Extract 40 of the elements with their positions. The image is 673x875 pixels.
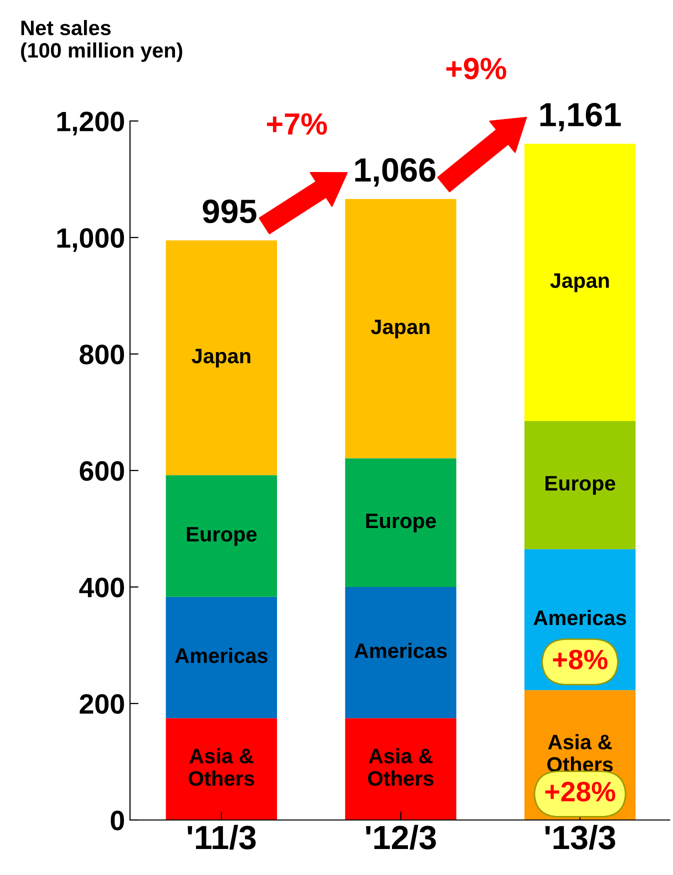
annotation: +7% [267,113,327,135]
x-tick-label: '11/3 [188,824,256,850]
bar [166,718,278,820]
text: +9% [446,58,506,80]
text: Americas [534,610,626,626]
text: Japan [550,273,609,292]
y-tick-label: 1,200 [57,112,124,136]
text: Japan [370,320,430,338]
series-label: Americas [175,648,268,664]
y-tick-label: 800 [80,344,124,364]
annotation: +28% [545,782,616,802]
series-label: Japan [192,348,250,368]
bar [524,420,636,550]
bar [345,199,456,458]
x-tick-label: '13/3 [545,824,616,850]
y-tick-label: 0 [110,810,124,830]
total-label: 1,066 [355,158,436,187]
text: Europe [546,476,616,495]
text: Asia & Others [368,748,434,786]
bar [166,240,278,476]
total-label: 1,161 [540,102,621,132]
text: Asia & Others [547,734,613,772]
bar [345,718,456,820]
y-tick-label: 600 [80,461,124,481]
y-tick-label: 400 [79,578,124,598]
series-label: Asia & Others [188,748,254,786]
y-axis-title: Net sales (100 million yen) [21,20,182,62]
y-tick-label: 1,000 [57,228,124,252]
bar [166,475,278,597]
annotation: +8% [552,650,608,670]
bar [524,144,636,421]
text: Americas [354,642,447,658]
text: Europe [186,527,257,546]
bar [345,587,456,718]
total-label: 995 [202,200,256,224]
series-label: Europe [366,514,436,532]
y-tick-label: 200 [80,694,124,714]
bar [345,458,456,587]
x-tick-label: '12/3 [366,824,436,850]
bar [166,596,278,718]
